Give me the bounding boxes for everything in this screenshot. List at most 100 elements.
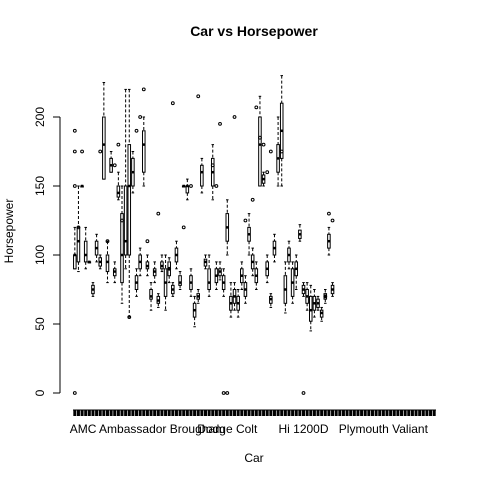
outlier-point [134, 128, 139, 133]
box-64 [301, 282, 306, 297]
box-56 [272, 233, 277, 263]
boxes [73, 75, 335, 332]
y-tick-label: 100 [33, 245, 47, 265]
outlier-point [80, 149, 84, 154]
box-body [102, 116, 106, 180]
box-28 [171, 282, 175, 297]
box-68 [316, 295, 320, 311]
box-60 [287, 240, 291, 270]
y-tick-label: 0 [33, 389, 47, 396]
x-tick-label: AMC Ambassador Brougham [70, 422, 225, 436]
outlier-point [327, 211, 331, 216]
outlier-point [261, 142, 266, 147]
box-16 [127, 88, 132, 318]
y-tick-label: 200 [33, 107, 47, 127]
box-21 [145, 254, 150, 277]
box-47 [240, 261, 244, 290]
box-14 [120, 185, 124, 304]
box-body [76, 226, 81, 263]
outlier-point [72, 184, 77, 188]
box-71 [327, 226, 331, 256]
y-tick-label: 150 [33, 176, 47, 196]
box-55 [269, 293, 273, 308]
box-40 [214, 261, 219, 290]
outlier-point [265, 170, 270, 175]
outlier-point [72, 391, 77, 395]
box-body [200, 164, 204, 187]
box-body [83, 240, 88, 263]
box-body [149, 289, 153, 300]
outlier-point [98, 149, 103, 154]
box-72 [330, 282, 335, 297]
box-38 [207, 254, 211, 297]
box-24 [156, 293, 161, 308]
box-34 [192, 295, 197, 328]
box-70 [323, 289, 328, 304]
box-53 [261, 171, 266, 187]
outlier-point [323, 294, 328, 299]
outlier-point [120, 218, 124, 223]
box-57 [276, 116, 280, 187]
box-1 [73, 226, 77, 270]
outlier-point [330, 218, 335, 223]
box-69 [319, 306, 324, 322]
box-31 [181, 184, 186, 188]
outlier-point [214, 184, 219, 188]
box-58 [279, 75, 284, 187]
outlier-point [243, 218, 248, 223]
box-48 [243, 275, 248, 304]
outlier-point [221, 391, 226, 395]
box-59 [283, 261, 288, 314]
box-37 [203, 254, 208, 270]
box-3 [80, 184, 84, 188]
outlier-point [72, 128, 77, 133]
outlier-point [210, 163, 215, 168]
box-body [73, 254, 77, 270]
outlier-point [116, 142, 121, 147]
box-9 [102, 82, 106, 180]
x-ticks [73, 410, 436, 416]
box-42 [221, 268, 226, 297]
box-body [116, 185, 121, 198]
outlier-point [268, 149, 273, 154]
box-6 [91, 282, 95, 297]
box-body [120, 213, 124, 284]
box-5 [87, 260, 92, 264]
box-35 [196, 289, 201, 304]
box-body [105, 254, 110, 273]
y-tick-label: 50 [33, 317, 47, 331]
outlier-point [138, 115, 143, 119]
outlier-point [258, 135, 262, 140]
outlier-point [156, 211, 161, 216]
box-body [308, 295, 313, 322]
outlier-point [167, 266, 172, 271]
box-67 [312, 289, 317, 318]
box-body [123, 185, 128, 256]
box-19 [138, 247, 142, 277]
box-32 [185, 178, 190, 201]
outlier-point [170, 101, 175, 106]
outlier-point [72, 149, 77, 154]
box-52 [258, 95, 262, 187]
box-33 [189, 268, 193, 297]
chart-title: Car vs Horsepower [190, 23, 318, 39]
y-ticks: 0 50 100 150 200 [33, 107, 60, 396]
box-12 [112, 261, 117, 284]
box-8 [98, 254, 102, 270]
outlier-point [105, 239, 110, 244]
x-tick-label: Plymouth Valiant [339, 422, 429, 436]
outlier-point [145, 239, 150, 244]
outlier-point [254, 105, 259, 110]
outlier-point [196, 94, 201, 99]
box-body [207, 268, 211, 290]
box-30 [178, 271, 182, 290]
box-17 [131, 151, 135, 194]
box-62 [294, 254, 299, 290]
box-36 [200, 157, 204, 194]
box-body [258, 116, 262, 187]
box-15 [123, 88, 128, 270]
x-axis-label: Car [244, 451, 263, 465]
box-43 [225, 199, 230, 256]
